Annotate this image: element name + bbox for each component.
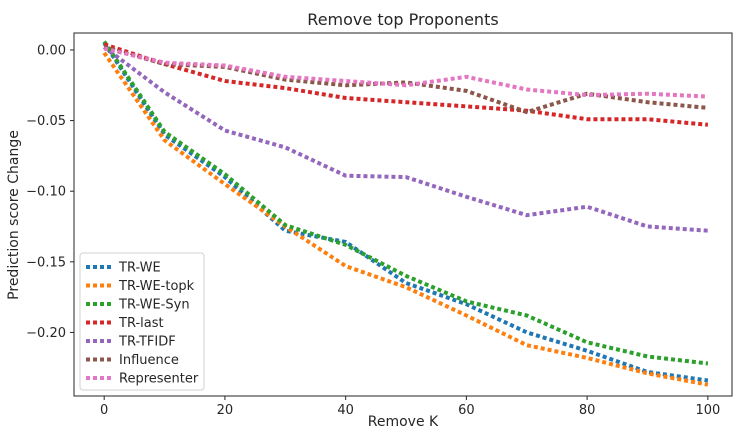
x-axis-label: Remove K (368, 414, 439, 430)
x-axis-ticks: 0 20 40 60 80 100 (100, 396, 720, 418)
series-line-tr-we-topk (102, 51, 709, 387)
legend-label-representer: Representer (119, 372, 199, 387)
x-tick-label: 40 (337, 403, 354, 418)
x-tick-label: 100 (695, 403, 720, 418)
y-tick-label: −0.15 (26, 255, 66, 270)
y-axis-ticks: 0.00 −0.05 −0.10 −0.15 −0.20 (26, 43, 74, 341)
y-tick-label: −0.20 (26, 326, 66, 341)
series-line-tr-last (103, 42, 709, 127)
chart-title: Remove top Proponents (307, 10, 498, 29)
x-tick-label: 80 (579, 403, 596, 418)
series-line-influence (103, 45, 709, 115)
legend-label-influence: Influence (119, 353, 179, 368)
legend-label-tr-tfidf: TR-TFIDF (118, 335, 176, 350)
plot-frame (73, 32, 733, 397)
y-axis-label: Prediction score Change (6, 130, 22, 300)
x-tick-label: 60 (458, 403, 475, 418)
y-tick-label: −0.05 (26, 114, 66, 129)
y-tick-label: −0.10 (26, 185, 66, 200)
y-tick-label: 0.00 (37, 43, 66, 58)
series-lines (102, 40, 709, 387)
x-tick-label: 0 (100, 403, 108, 418)
legend-label-tr-we: TR-WE (118, 261, 161, 276)
legend-label-tr-we-topk: TR-WE-topk (118, 279, 195, 294)
series-line-representer (103, 46, 708, 99)
legend: TR-WE TR-WE-topk TR-WE-Syn TR-last TR-TFIDF I… (79, 252, 205, 391)
series-line-tr-we-syn (102, 40, 709, 366)
series-line-tr-tfidf (103, 45, 709, 233)
x-tick-label: 20 (217, 403, 234, 418)
legend-label-tr-last: TR-last (118, 316, 164, 331)
legend-label-tr-we-syn: TR-WE-Syn (118, 298, 190, 313)
